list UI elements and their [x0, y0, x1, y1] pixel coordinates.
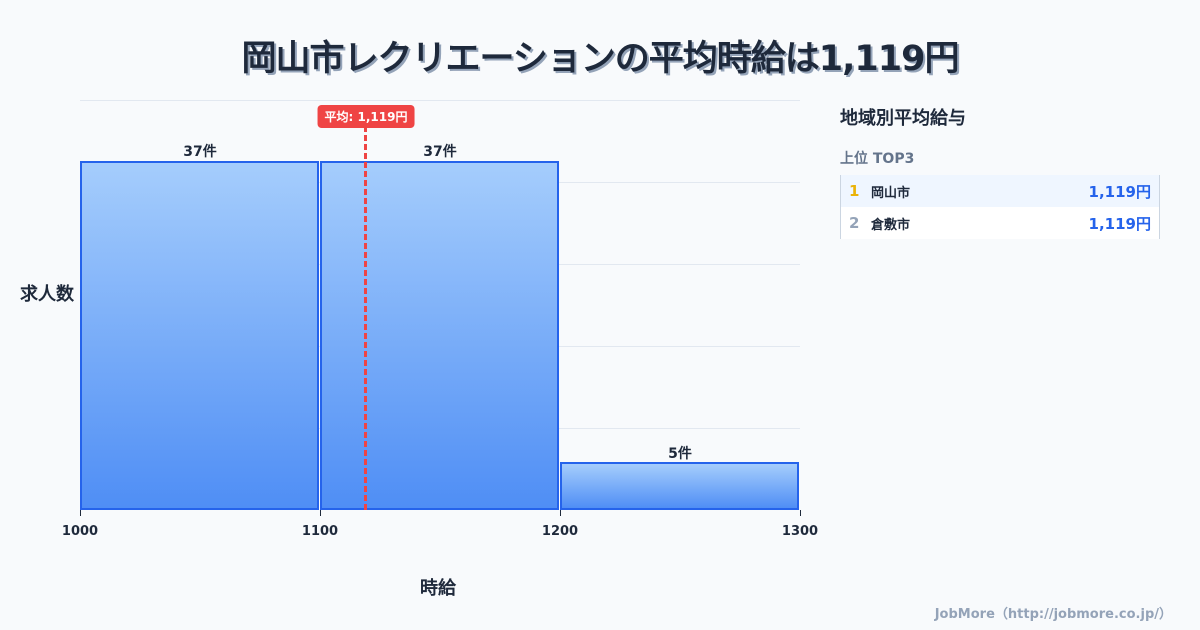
- x-tick-label: 1100: [301, 524, 339, 539]
- rank-number: 2: [849, 214, 860, 232]
- region-average-wage: 1,119円: [1088, 214, 1151, 233]
- x-tick: [800, 510, 801, 516]
- mean-badge: 平均: 1,119円: [317, 105, 415, 128]
- bar-value-label: 37件: [423, 144, 457, 160]
- histogram-bar-1100-1200[interactable]: [320, 161, 559, 510]
- bar-value-label: 5件: [668, 446, 692, 462]
- ranking-row: 1 岡山市 1,119円: [841, 175, 1159, 207]
- y-axis-title: 求人数: [20, 284, 74, 305]
- x-axis-title: 時給: [420, 578, 456, 599]
- region-name: 倉敷市: [871, 217, 911, 233]
- bar-value-label: 37件: [183, 144, 217, 160]
- x-tick: [560, 510, 561, 516]
- x-tick-label: 1200: [541, 524, 579, 539]
- footer-credit: JobMore（http://jobmore.co.jp/）: [934, 607, 1172, 622]
- mean-line: [364, 126, 367, 510]
- gridline: [80, 100, 800, 101]
- ranking-row: 2 倉敷市 1,119円: [841, 207, 1159, 239]
- x-tick-label: 1000: [61, 524, 99, 539]
- rank-number: 1: [849, 182, 860, 200]
- histogram-bar-1000-1100[interactable]: [80, 161, 319, 510]
- x-tick-label: 1300: [781, 524, 819, 539]
- region-panel-title: 地域別平均給与: [840, 108, 966, 129]
- region-panel-subtitle: 上位 TOP3: [840, 151, 915, 167]
- page-title: 岡山市レクリエーションの平均時給は1,119円: [241, 39, 959, 79]
- histogram-plot-area: 37件 37件 5件 平均: 1,119円: [80, 100, 800, 510]
- x-tick: [320, 510, 321, 516]
- region-ranking-table: 1 岡山市 1,119円 2 倉敷市 1,119円: [840, 175, 1160, 239]
- x-tick: [80, 510, 81, 516]
- region-average-wage: 1,119円: [1088, 182, 1151, 201]
- histogram-bar-1200-1300[interactable]: [560, 462, 799, 510]
- region-name: 岡山市: [871, 185, 911, 201]
